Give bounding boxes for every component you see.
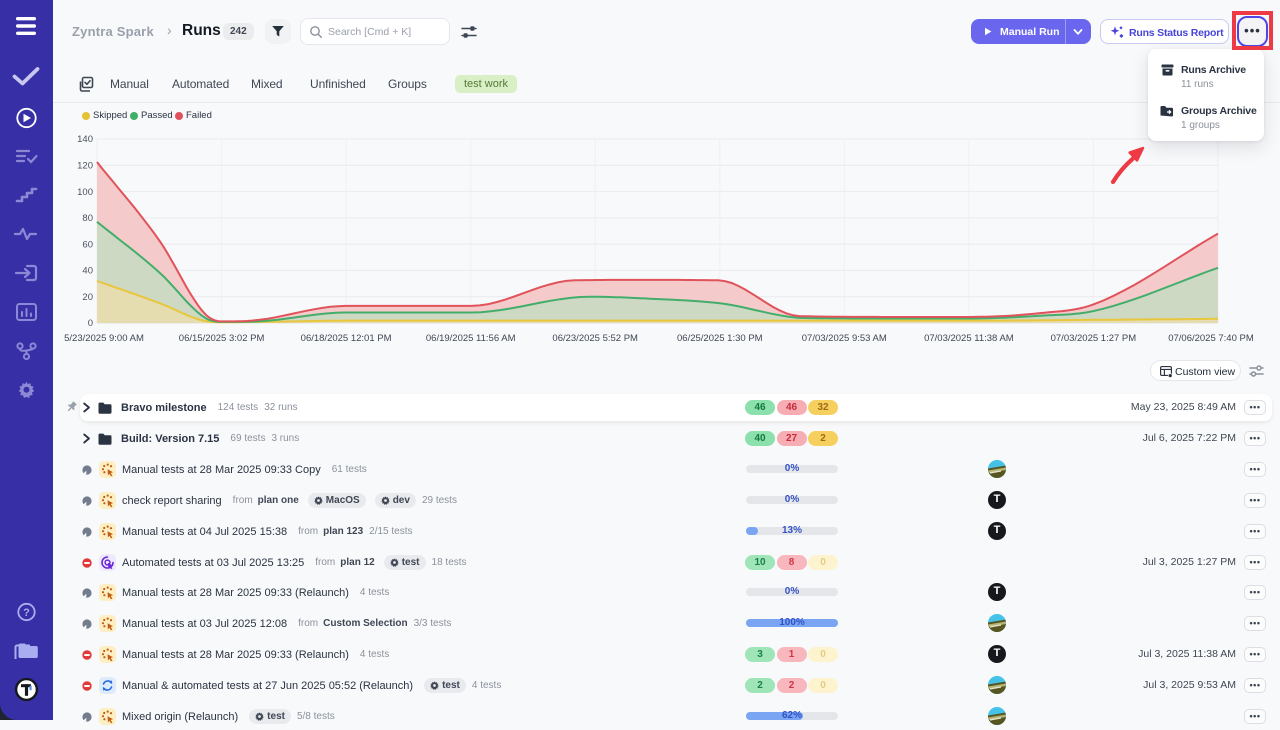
svg-text:07/03/2025 1:27 PM: 07/03/2025 1:27 PM <box>1051 333 1137 344</box>
svg-text:07/03/2025 9:53 AM: 07/03/2025 9:53 AM <box>802 333 887 344</box>
svg-text:06/18/2025 12:01 PM: 06/18/2025 12:01 PM <box>301 333 392 344</box>
svg-text:20: 20 <box>82 292 93 303</box>
svg-text:60: 60 <box>82 240 93 251</box>
svg-text:06/19/2025 11:56 AM: 06/19/2025 11:56 AM <box>426 333 516 344</box>
svg-text:06/25/2025 1:30 PM: 06/25/2025 1:30 PM <box>677 333 763 344</box>
svg-text:0: 0 <box>88 318 93 329</box>
svg-text:07/06/2025 7:40 PM: 07/06/2025 7:40 PM <box>1168 333 1254 344</box>
svg-text:120: 120 <box>77 161 93 172</box>
svg-text:06/23/2025 5:52 PM: 06/23/2025 5:52 PM <box>552 333 638 344</box>
svg-text:40: 40 <box>82 266 93 277</box>
svg-text:140: 140 <box>77 134 93 145</box>
svg-text:06/15/2025 3:02 PM: 06/15/2025 3:02 PM <box>179 333 265 344</box>
svg-text:5/23/2025 9:00 AM: 5/23/2025 9:00 AM <box>64 333 144 344</box>
svg-text:80: 80 <box>82 213 93 224</box>
svg-text:07/03/2025 11:38 AM: 07/03/2025 11:38 AM <box>924 333 1014 344</box>
svg-text:100: 100 <box>77 187 93 198</box>
svg-text:?: ? <box>23 607 30 619</box>
